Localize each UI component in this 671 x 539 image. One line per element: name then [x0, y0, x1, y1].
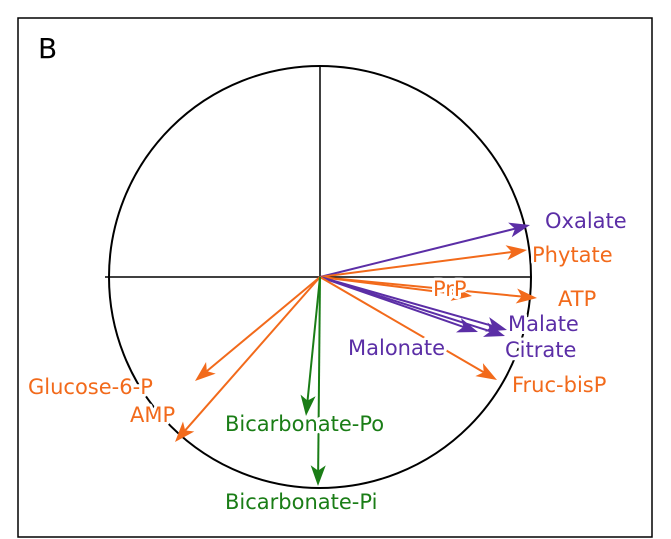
variable-label: Malonate: [348, 336, 445, 360]
arrow-shaft: [317, 276, 321, 471]
arrow-head: [483, 322, 505, 337]
arrow-head: [310, 465, 326, 486]
arrow-head: [505, 245, 527, 261]
arrow-head: [508, 222, 530, 238]
arrow-head: [300, 394, 316, 416]
variable-label: Bicarbonate-Po: [225, 412, 384, 436]
variable-label: Bicarbonate-Pi: [225, 490, 377, 514]
arrow-shaft: [306, 276, 321, 401]
arrow-shaft: [206, 276, 321, 372]
arrow-shaft: [319, 276, 522, 298]
variable-label: Glucose-6-P: [28, 375, 153, 399]
variable-label: Malate: [508, 312, 579, 336]
variable-label: Phytate: [532, 243, 613, 267]
arrow-shaft: [184, 276, 321, 432]
variable-label: ATP: [558, 287, 596, 311]
variable-label: Fruc-bisP: [512, 373, 606, 397]
arrow-head: [475, 363, 497, 380]
arrow-shaft: [319, 227, 516, 278]
variable-label: Oxalate: [545, 209, 627, 233]
variable-label: Citrate: [505, 338, 576, 362]
arrow-shaft: [319, 276, 485, 374]
arrow-shaft: [319, 251, 512, 278]
arrow-head: [515, 288, 537, 304]
panel-label: B: [38, 32, 57, 65]
arrow-head: [175, 421, 195, 442]
frame: [17, 17, 653, 538]
arrow-head: [195, 361, 216, 381]
variable-label: PrP: [433, 277, 467, 301]
arrow-head: [456, 318, 478, 333]
arrow-shaft: [319, 276, 464, 328]
arrows: [175, 222, 537, 486]
variable-label: AMP: [130, 403, 175, 427]
